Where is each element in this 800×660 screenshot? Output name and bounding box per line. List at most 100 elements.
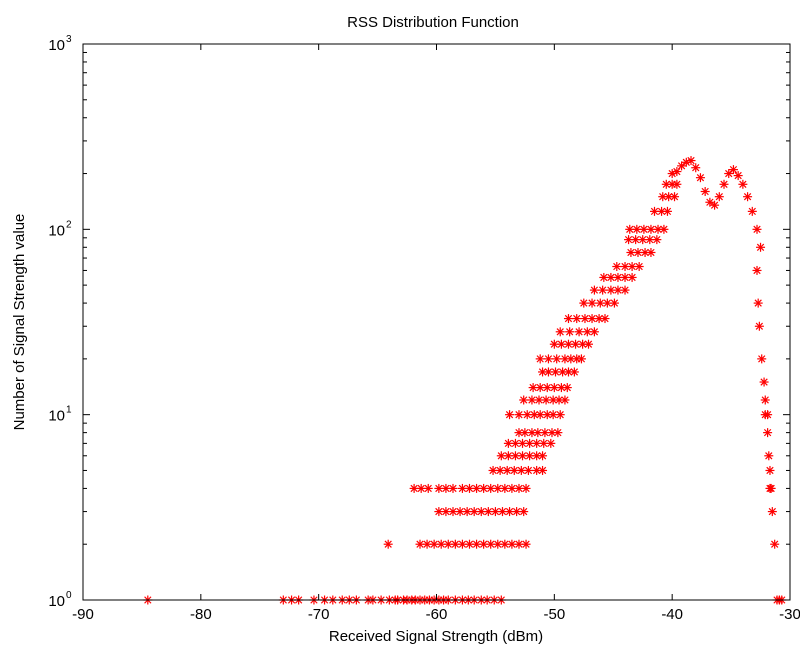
data-point [532,451,542,461]
data-point [538,465,548,475]
data-point [500,539,510,549]
data-point [677,161,687,171]
data-point [569,367,579,377]
data-point [587,298,597,308]
data-point [653,224,663,234]
data-point [535,410,545,420]
data-point [423,483,433,493]
data-point [472,539,482,549]
y-axis-label: Number of Signal Strength value [11,214,28,431]
data-point [514,410,524,420]
data-point [572,314,582,324]
data-point [627,272,637,282]
data-point [695,173,705,183]
data-point [527,428,537,438]
y-tick-label: 10 [48,37,65,54]
data-point [553,428,563,438]
data-point [532,438,542,448]
data-point [560,354,570,364]
data-point [600,314,610,324]
data-point [626,247,636,257]
data-point [752,224,762,234]
data-point [763,428,773,438]
data-point [624,235,634,245]
data-point [519,395,529,405]
data-point [578,339,588,349]
data-point [500,483,510,493]
data-point [516,465,526,475]
y-tick-label-exponent: 3 [66,34,72,45]
data-point [483,507,493,517]
data-point [659,224,669,234]
data-point [733,171,743,181]
data-point [579,298,589,308]
data-point [754,321,764,331]
data-point [770,539,780,549]
data-point [552,354,562,364]
data-point [538,451,548,461]
data-point [672,167,682,177]
data-point [764,451,774,461]
x-axis-ticks: -90 -80 -70 -60 -50 -40 -30 [72,44,800,623]
data-point [609,298,619,308]
data-point [756,242,766,252]
x-tick-label: -60 [426,606,448,623]
data-point [560,395,570,405]
data-point [555,410,565,420]
data-point [672,179,682,189]
data-markers [143,156,787,605]
data-point [523,465,533,475]
data-point [594,314,604,324]
data-point [574,327,584,337]
data-point [450,539,460,549]
data-point [562,383,572,393]
data-point [691,163,701,173]
data-point [634,262,644,272]
data-point [620,285,630,295]
data-point [563,314,573,324]
y-tick-label-exponent: 2 [66,219,72,230]
data-point [700,187,710,197]
data-point [662,206,672,216]
data-point [757,354,767,364]
data-point [521,483,531,493]
x-tick-label: -40 [661,606,683,623]
data-point [686,156,696,166]
data-point [710,200,720,210]
data-point [495,465,505,475]
data-point [486,539,496,549]
data-point [612,262,622,272]
data-point [521,539,531,549]
data-point [528,383,538,393]
data-point [760,395,770,405]
data-point [383,539,393,549]
data-point [661,179,671,189]
x-tick-label: -70 [308,606,330,623]
data-point [589,285,599,295]
y-tick-label: 10 [48,408,65,425]
data-point [493,539,503,549]
data-point [719,179,729,189]
y-tick-label-exponent: 0 [66,590,72,601]
data-point [714,192,724,202]
chart-title: RSS Distribution Function [347,14,519,31]
data-point [448,483,458,493]
data-point [509,465,519,475]
data-point [584,339,594,349]
data-point [753,298,763,308]
data-point [743,192,753,202]
data-point [535,354,545,364]
data-point [765,483,775,493]
y-tick-label: 10 [48,593,65,610]
data-point [514,483,524,493]
x-axis-label: Received Signal Strength (dBm) [329,628,543,645]
data-point [436,539,446,549]
data-point [543,354,553,364]
data-point [760,410,770,420]
x-tick-label: -50 [543,606,565,623]
x-tick-label: -30 [779,606,800,623]
x-tick-label: -90 [72,606,94,623]
data-point [657,206,667,216]
data-point [645,235,655,245]
